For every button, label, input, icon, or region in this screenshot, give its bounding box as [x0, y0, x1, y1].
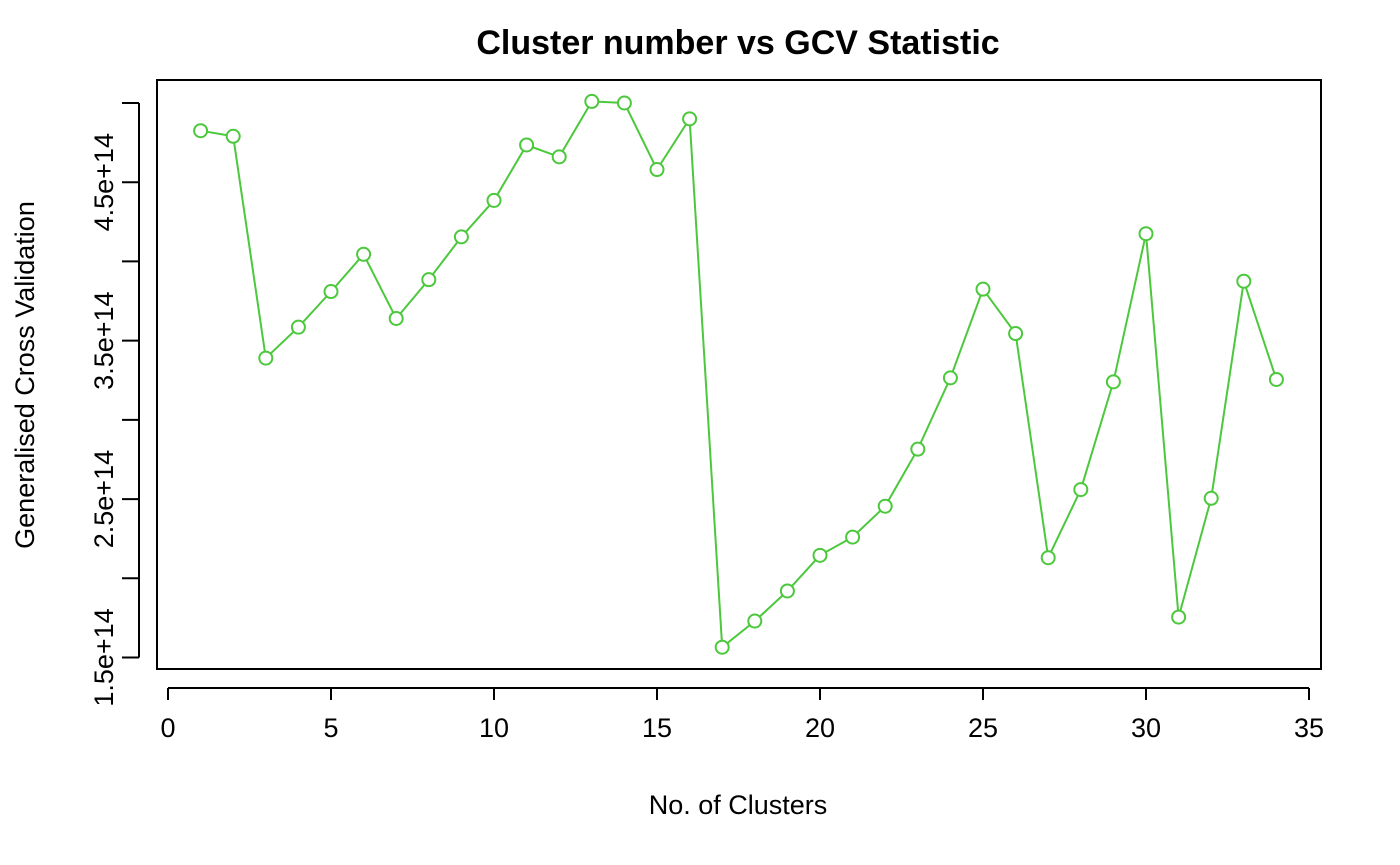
chart-title: Cluster number vs GCV Statistic	[476, 24, 999, 62]
data-point	[910, 441, 926, 457]
data-point	[323, 284, 339, 300]
x-tick-label: 0	[160, 713, 175, 743]
y-tick-label: 3.5e+14	[89, 291, 119, 389]
data-point	[258, 350, 274, 366]
data-point	[942, 370, 958, 386]
data-point	[519, 137, 535, 153]
data-point	[1008, 326, 1024, 342]
data-point	[714, 639, 730, 655]
data-point	[682, 111, 698, 127]
data-point	[649, 162, 665, 178]
data-point	[421, 272, 437, 288]
data-point	[584, 93, 600, 109]
data-point	[1236, 273, 1252, 289]
data-point	[486, 192, 502, 208]
data-point	[1073, 482, 1089, 498]
y-tick-label: 1.5e+14	[89, 608, 119, 706]
data-point	[290, 319, 306, 335]
x-tick-label: 35	[1294, 713, 1324, 743]
data-point	[747, 613, 763, 629]
data-point	[1138, 226, 1154, 242]
y-tick-label: 2.5e+14	[89, 450, 119, 548]
x-tick-label: 20	[805, 713, 835, 743]
data-point	[356, 246, 372, 262]
x-tick-label: 15	[642, 713, 672, 743]
data-point	[616, 95, 632, 111]
data-point	[388, 310, 404, 326]
data-point	[877, 498, 893, 514]
x-tick-label: 25	[968, 713, 998, 743]
series-layer	[193, 93, 1284, 655]
data-point	[453, 229, 469, 245]
x-tick-label: 30	[1131, 713, 1161, 743]
data-point	[551, 149, 567, 165]
series-line	[200, 100, 1278, 650]
data-point	[812, 547, 828, 563]
x-axis-label: No. of Clusters	[649, 790, 828, 820]
data-point	[225, 128, 241, 144]
x-tick-label: 10	[479, 713, 509, 743]
data-point	[193, 123, 209, 139]
data-point	[845, 529, 861, 545]
y-tick-label: 4.5e+14	[89, 133, 119, 231]
plot-frame	[156, 79, 1322, 670]
x-tick-label: 5	[323, 713, 338, 743]
y-axis: 1.5e+14 2.5e+14 3.5e+14 4.5e+14	[89, 102, 140, 707]
data-point	[1040, 550, 1056, 566]
y-axis-label: Generalised Cross Validation	[10, 201, 40, 549]
data-point	[1105, 374, 1121, 390]
data-point	[1203, 490, 1219, 506]
x-axis: 0 5 10 15 20 25 30 35	[160, 687, 1324, 743]
data-point	[1171, 609, 1187, 625]
data-point	[975, 281, 991, 297]
data-point	[1268, 371, 1284, 387]
data-point	[779, 583, 795, 599]
